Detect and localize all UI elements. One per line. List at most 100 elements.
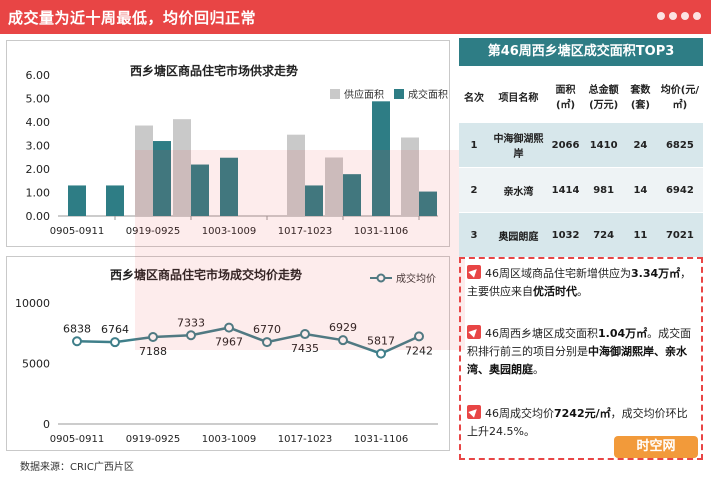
bar-deal (68, 185, 86, 216)
bar-deal (419, 191, 437, 216)
table-row: 1 中海御湖熙岸 2066 1410 24 6825 (459, 122, 703, 168)
x-tick-label: 1031-1106 (354, 226, 409, 237)
price-point (262, 337, 272, 348)
price-point (148, 332, 158, 343)
y-tick-label: 10000 (15, 297, 50, 310)
y-tick-label: 6.00 (26, 69, 51, 82)
y-tick-label: 5.00 (26, 93, 51, 106)
y-tick-label: 0 (43, 418, 50, 431)
watermark-overlay (135, 150, 465, 350)
units-cell: 14 (624, 167, 657, 213)
line-chart-legend: 成交均价 (370, 270, 436, 285)
y-tick-label: 0.00 (26, 210, 51, 223)
brand-logo: 时空网 (614, 436, 698, 458)
x-tick-label: 1003-1009 (202, 226, 257, 237)
project-name-cell: 奥园朗庭 (489, 212, 548, 257)
x-tick-label: 0919-0925 (126, 226, 181, 237)
x-tick-label: 0905-0911 (50, 226, 105, 237)
amount-cell: 981 (583, 167, 625, 213)
price-data-label: 6929 (329, 321, 357, 334)
project-name-cell: 中海御湖熙岸 (489, 122, 548, 168)
y-tick-label: 3.00 (26, 140, 51, 153)
price-point (338, 335, 348, 346)
legend-supply-label: 供应面积 (344, 90, 384, 101)
y-tick-label: 5000 (22, 358, 50, 371)
bar-supply (325, 157, 343, 216)
area-cell: 2066 (547, 122, 584, 168)
price-data-label: 7435 (291, 342, 319, 355)
bar-deal (343, 174, 361, 216)
price-data-label: 6770 (253, 323, 281, 336)
bar-deal (305, 185, 323, 216)
price-data-label: 6838 (63, 322, 91, 335)
bar-supply (401, 137, 419, 216)
x-tick-label: 0919-0925 (126, 434, 181, 445)
x-tick-label: 1017-1023 (278, 434, 333, 445)
price-data-label: 7242 (405, 344, 433, 357)
price-point (110, 337, 120, 348)
price-point (186, 330, 196, 341)
bar-chart-legend: 供应面积 成交面积 (330, 86, 448, 101)
top3-title: 第46周西乡塘区成交面积TOP3 (459, 38, 703, 66)
x-tick-label: 1031-1106 (354, 434, 409, 445)
line-chart: 0 5000 10000 6838 6764 7188 7333 7967 6770 7435 69… (15, 297, 438, 445)
note-deal-area: 46周西乡塘区成交面积1.04万㎡。成交面积排行前三的项目分别是中海御湖熙岸、亲… (467, 325, 692, 376)
price-data-label: 7333 (177, 316, 205, 329)
bar-chart: 0.00 1.00 2.00 3.00 4.00 5.00 6.00 0905-0911 091… (26, 69, 438, 237)
rank-cell: 1 (459, 122, 490, 168)
area-cell: 1032 (547, 212, 584, 257)
arrow-up-icon (467, 405, 481, 419)
data-source: 数据来源：CRIC广西片区 (20, 462, 134, 473)
y-tick-label: 2.00 (26, 163, 51, 176)
project-name-cell: 亲水湾 (489, 167, 548, 213)
legend-deal-swatch (394, 88, 404, 99)
legend-deal-label: 成交面积 (408, 90, 448, 101)
line-chart-title: 西乡塘区商品住宅市场成交均价走势 (110, 268, 303, 282)
bar-deal (153, 141, 171, 216)
table-row: 2 亲水湾 1414 981 14 6942 (459, 167, 703, 213)
area-cell: 1414 (547, 167, 584, 213)
bar-chart-title: 西乡塘区商品住宅市场供求走势 (130, 64, 299, 78)
price-chart-panel (6, 256, 450, 451)
legend-price-label: 成交均价 (396, 274, 436, 285)
top3-header-row: 名次 项目名称 面积(㎡) 总金额(万元) 套数(套) 均价(元/㎡) (459, 70, 703, 123)
rank-cell: 2 (459, 167, 490, 213)
price-point (376, 348, 386, 359)
price-point (414, 331, 424, 342)
col-units: 套数(套) (630, 85, 651, 111)
x-tick-label: 0905-0911 (50, 434, 105, 445)
price-cell: 6942 (656, 167, 703, 213)
legend-price-swatch (370, 273, 392, 282)
price-data-label: 7967 (215, 336, 243, 349)
price-point (72, 336, 82, 347)
units-cell: 24 (624, 122, 657, 168)
bar-supply (287, 134, 305, 216)
y-tick-label: 4.00 (26, 116, 51, 129)
page-title: 成交量为近十周最低，均价回归正常 (8, 9, 257, 27)
bar-deal (191, 164, 209, 216)
bar-supply (173, 119, 191, 216)
price-point (300, 329, 310, 340)
price-point (224, 322, 234, 333)
price-data-label: 5817 (367, 335, 395, 348)
x-tick-label: 1017-1023 (278, 226, 333, 237)
units-cell: 11 (624, 212, 657, 257)
top3-table: 名次 项目名称 面积(㎡) 总金额(万元) 套数(套) 均价(元/㎡) 1 中海… (459, 70, 703, 257)
col-price: 均价(元/㎡) (660, 85, 699, 111)
amount-cell: 724 (583, 212, 625, 257)
price-data-label: 7188 (139, 345, 167, 358)
bar-deal (106, 185, 124, 216)
legend-supply-swatch (330, 88, 340, 99)
col-rank: 名次 (464, 92, 484, 104)
note-supply: 46周区域商品住宅新增供应为3.34万㎡，主要供应来自优活时代。 (467, 265, 692, 298)
note-avg-price: 46周成交均价7242元/㎡，成交均价环比上升24.5%。 (467, 405, 688, 438)
price-cell: 7021 (656, 212, 703, 257)
table-row: 3 奥园朗庭 1032 724 11 7021 (459, 212, 703, 257)
arrow-up-icon (467, 265, 481, 279)
decoration-dots (657, 12, 701, 20)
y-tick-label: 1.00 (26, 187, 51, 200)
col-area: 面积(㎡) (555, 85, 576, 111)
price-data-label: 6764 (101, 323, 129, 336)
rank-cell: 3 (459, 212, 490, 257)
col-name: 项目名称 (498, 92, 539, 104)
